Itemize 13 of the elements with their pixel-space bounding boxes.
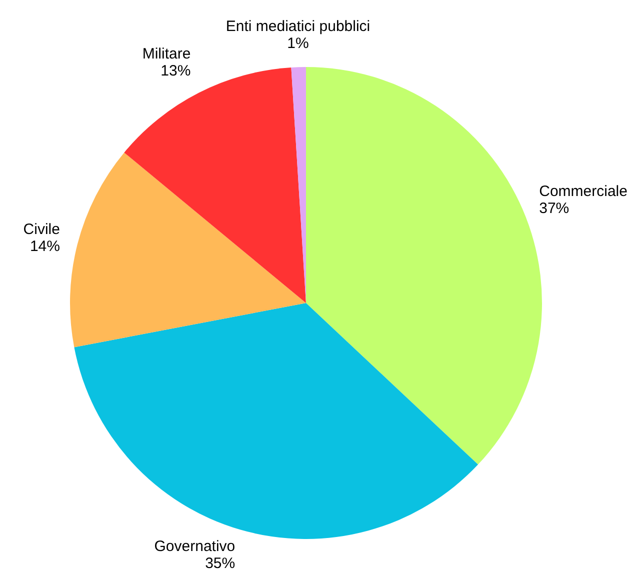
slice-label: Governativo [154, 538, 236, 555]
slice-label: Militare [142, 46, 191, 63]
pie-slice [74, 303, 478, 539]
data-label: 35% [205, 554, 236, 572]
slice-label: Enti mediatici pubblici [226, 18, 370, 36]
slice-label: Commerciale [539, 183, 628, 200]
data-label: 14% [30, 238, 60, 255]
data-label: 13% [160, 62, 191, 80]
data-label: 37% [539, 200, 570, 218]
pie-slice [70, 152, 306, 348]
data-label: 1% [287, 35, 309, 52]
slice-label: Civile [23, 220, 60, 238]
pie-slice [124, 67, 306, 303]
